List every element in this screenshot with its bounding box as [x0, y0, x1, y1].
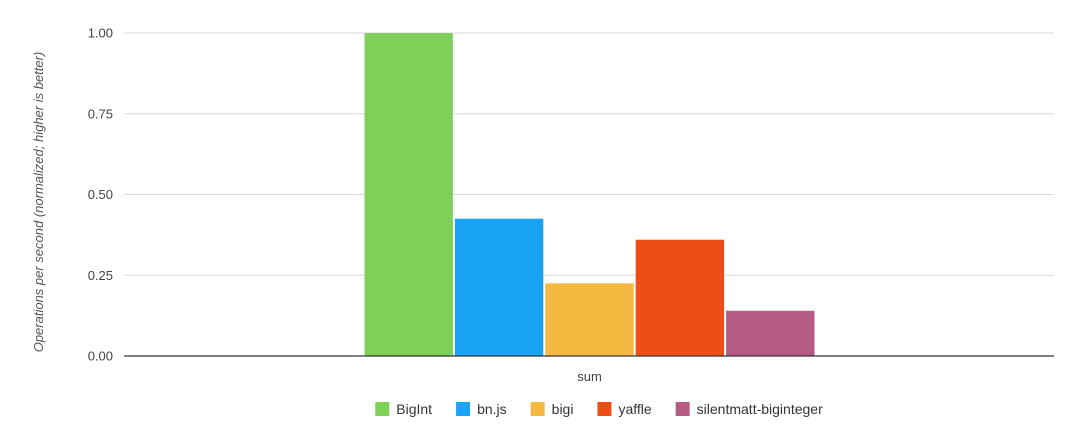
bar-silentmatt-biginteger: [726, 310, 815, 356]
bar-bigint: [364, 33, 453, 356]
legend-label: bigi: [552, 401, 574, 417]
y-tick-label: 0.50: [88, 187, 113, 202]
legend-swatch: [597, 402, 612, 416]
legend-item: silentmatt-biginteger: [675, 401, 823, 417]
bar-bn-js: [454, 218, 544, 356]
y-axis-label: Operations per second (normalized; highe…: [31, 52, 46, 353]
y-tick-label: 0.00: [88, 349, 113, 364]
legend-swatch: [375, 402, 390, 416]
x-category-label: sum: [577, 369, 602, 384]
legend-swatch: [456, 402, 471, 416]
legend: BigInt bn.js bigi yaffle silentmatt-biginteg…: [375, 401, 823, 417]
legend-label: bn.js: [477, 401, 507, 417]
gridlines: [124, 32, 1054, 276]
legend-item: yaffle: [597, 401, 652, 417]
legend-item: bn.js: [456, 401, 507, 417]
bars: [364, 33, 815, 356]
y-axis-ticks: 0.00 0.25 0.50 0.75 1.00: [88, 26, 113, 364]
legend-item: BigInt: [375, 401, 432, 417]
legend-swatch: [530, 402, 545, 416]
legend-label: BigInt: [396, 401, 432, 417]
legend-swatch: [675, 402, 690, 416]
y-tick-label: 0.75: [88, 106, 113, 121]
bar-yaffle: [635, 239, 725, 356]
x-axis-categories: sum: [577, 369, 602, 384]
legend-item: bigi: [530, 401, 574, 417]
y-tick-label: 0.25: [88, 268, 113, 283]
legend-label: silentmatt-biginteger: [697, 401, 823, 417]
bar-bigi: [545, 283, 634, 356]
y-tick-label: 1.00: [88, 26, 113, 41]
legend-label: yaffle: [618, 401, 651, 417]
